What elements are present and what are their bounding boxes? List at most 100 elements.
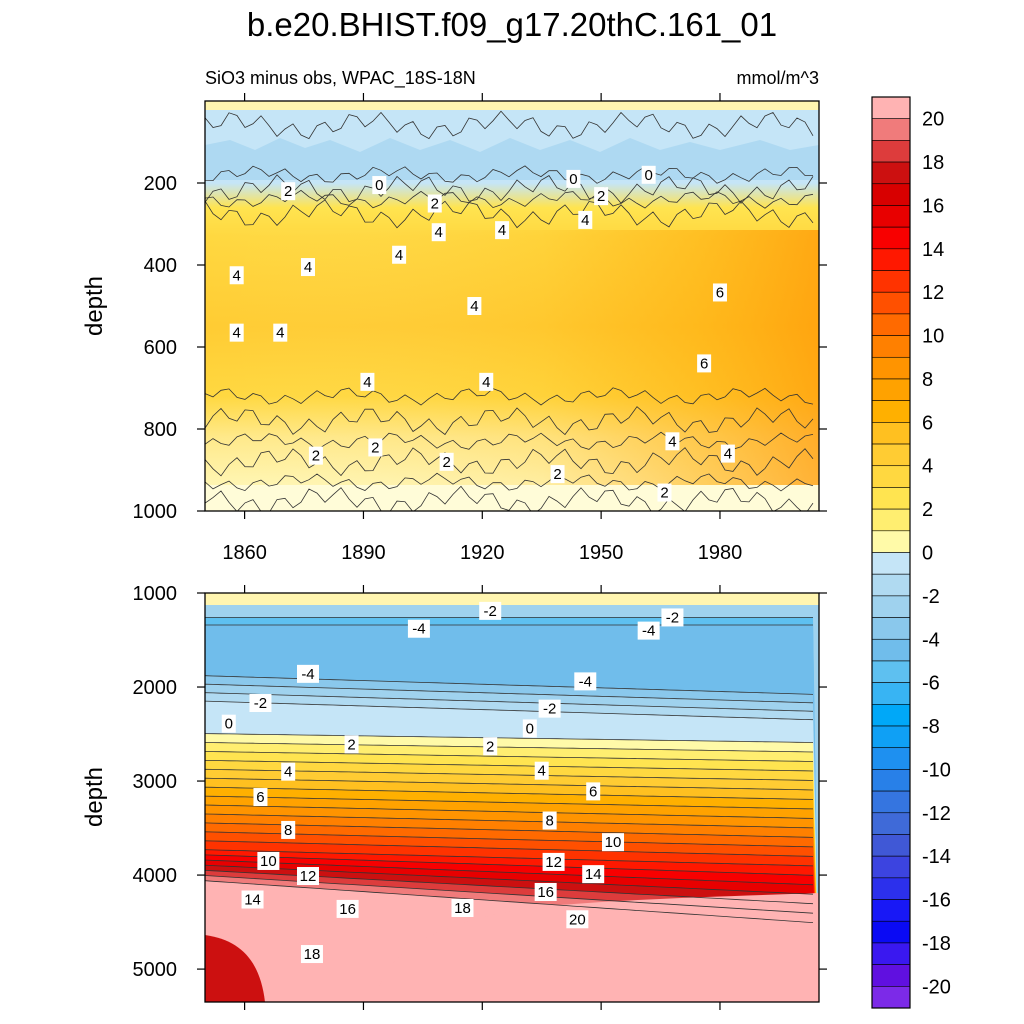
contour-label: -2 [484, 603, 497, 620]
contour-label: 8 [545, 813, 553, 830]
chart-title: b.e20.BHIST.f09_g17.20thC.161_01 [247, 6, 777, 43]
contour-label-bg [495, 221, 510, 240]
lower-contour-line [205, 804, 814, 819]
colorbar-swatch [871, 769, 911, 792]
contour-label-bg [550, 465, 565, 484]
contour-label-bg [221, 714, 236, 733]
contour-label: 0 [569, 171, 577, 188]
colorbar-swatch [871, 465, 911, 488]
contour-label-bg [522, 719, 537, 738]
colorbar-swatch [871, 487, 911, 510]
lower-top-band [205, 593, 819, 605]
colorbar-tick-label: -14 [922, 846, 951, 868]
upper-contour-line [205, 406, 814, 436]
colorbar-swatch [871, 530, 911, 553]
contour-label: 6 [700, 355, 708, 372]
contour-label: 0 [225, 716, 233, 733]
contour-label: -4 [642, 623, 655, 640]
contour-label-bg [249, 694, 272, 713]
contour-label: -4 [301, 666, 314, 683]
contour-label: 14 [244, 892, 261, 909]
contour-label-bg [602, 833, 625, 852]
contour-label: 6 [716, 284, 724, 301]
lower-contour-line [205, 854, 814, 876]
contour-label: 2 [312, 448, 320, 465]
contour-label: 6 [589, 783, 597, 800]
ytick-label: 1000 [133, 501, 178, 523]
contour-label-bg [538, 699, 561, 718]
upper-plot-frame [204, 100, 820, 512]
upper-contour-line [205, 485, 814, 511]
chart-subtitle-left: SiO3 minus obs, WPAC_18S-18N [205, 68, 476, 89]
upper-contours [205, 110, 814, 511]
contour-label: 4 [395, 247, 403, 264]
lower-contour-line [205, 880, 814, 923]
contour-label-bg [582, 865, 605, 884]
contour-label-bg [542, 852, 565, 871]
lower-contour-line [205, 831, 814, 848]
contour-label-bg [229, 266, 244, 285]
contour-label: 4 [724, 446, 732, 463]
contour-label-bg [300, 945, 323, 964]
contour-label-bg [308, 446, 323, 465]
lower-contour-line [205, 849, 814, 867]
colorbar-swatch [871, 226, 911, 250]
ytick-label: 2000 [133, 677, 178, 699]
lower-contour-line [205, 777, 814, 791]
colorbar-swatch [871, 313, 911, 336]
contour-label: 6 [256, 789, 264, 806]
lower-corner-region [205, 935, 265, 1002]
contour-label-bg [344, 735, 359, 754]
colorbar-swatch [871, 942, 911, 965]
lower-contour-line [205, 813, 814, 829]
contour-label-bg [229, 323, 244, 342]
contour-label: 10 [605, 834, 622, 851]
chart-units: mmol/m^3 [737, 68, 819, 88]
colorbar-swatch [871, 617, 911, 640]
contour-label: 0 [526, 720, 534, 737]
lower-ylabel: depth [81, 767, 108, 827]
lower-contour-line [205, 742, 814, 753]
contour-label-bg [467, 297, 482, 315]
colorbar-swatch [871, 573, 911, 597]
contour-label-bg [479, 601, 502, 620]
contour-label-bg [360, 372, 375, 391]
colorbar-swatch [871, 161, 911, 185]
colorbar-swatch [871, 986, 911, 1009]
contour-label-bg [451, 898, 474, 917]
contour-label-bg [392, 245, 407, 264]
colorbar-tick-label: 8 [922, 369, 933, 391]
colorbar-tick-label: -10 [922, 759, 951, 781]
contour-label: 16 [339, 901, 356, 918]
lower-contour-line [205, 859, 814, 886]
contour-label-bg [257, 851, 280, 870]
lower-contours [205, 617, 814, 923]
colorbar-swatch [871, 378, 911, 401]
contour-label-bg [534, 882, 557, 901]
colorbar-swatch [871, 270, 911, 293]
contour-label: -2 [254, 695, 267, 712]
contour-label-bg [368, 438, 383, 457]
contour-label-bg [566, 910, 589, 929]
contour-label: 2 [431, 196, 439, 213]
colorbar-swatch [871, 508, 911, 532]
upper-contour-line [205, 199, 814, 229]
colorbar-swatch [871, 725, 911, 749]
contour-label-bg [641, 165, 656, 184]
contour-label: 4 [498, 222, 506, 239]
contour-label-bg [712, 283, 727, 302]
contour-label-bg [372, 176, 387, 195]
contour-label: 2 [371, 439, 379, 456]
ytick-label: 800 [144, 419, 177, 441]
contour-label-bg [665, 432, 680, 451]
colorbar-swatch [871, 682, 911, 705]
contour-label: 14 [585, 866, 602, 883]
colorbar-swatch [871, 834, 911, 857]
contour-label: 4 [538, 763, 546, 780]
contour-label-bg [479, 372, 494, 391]
contour-label: 4 [284, 764, 292, 781]
